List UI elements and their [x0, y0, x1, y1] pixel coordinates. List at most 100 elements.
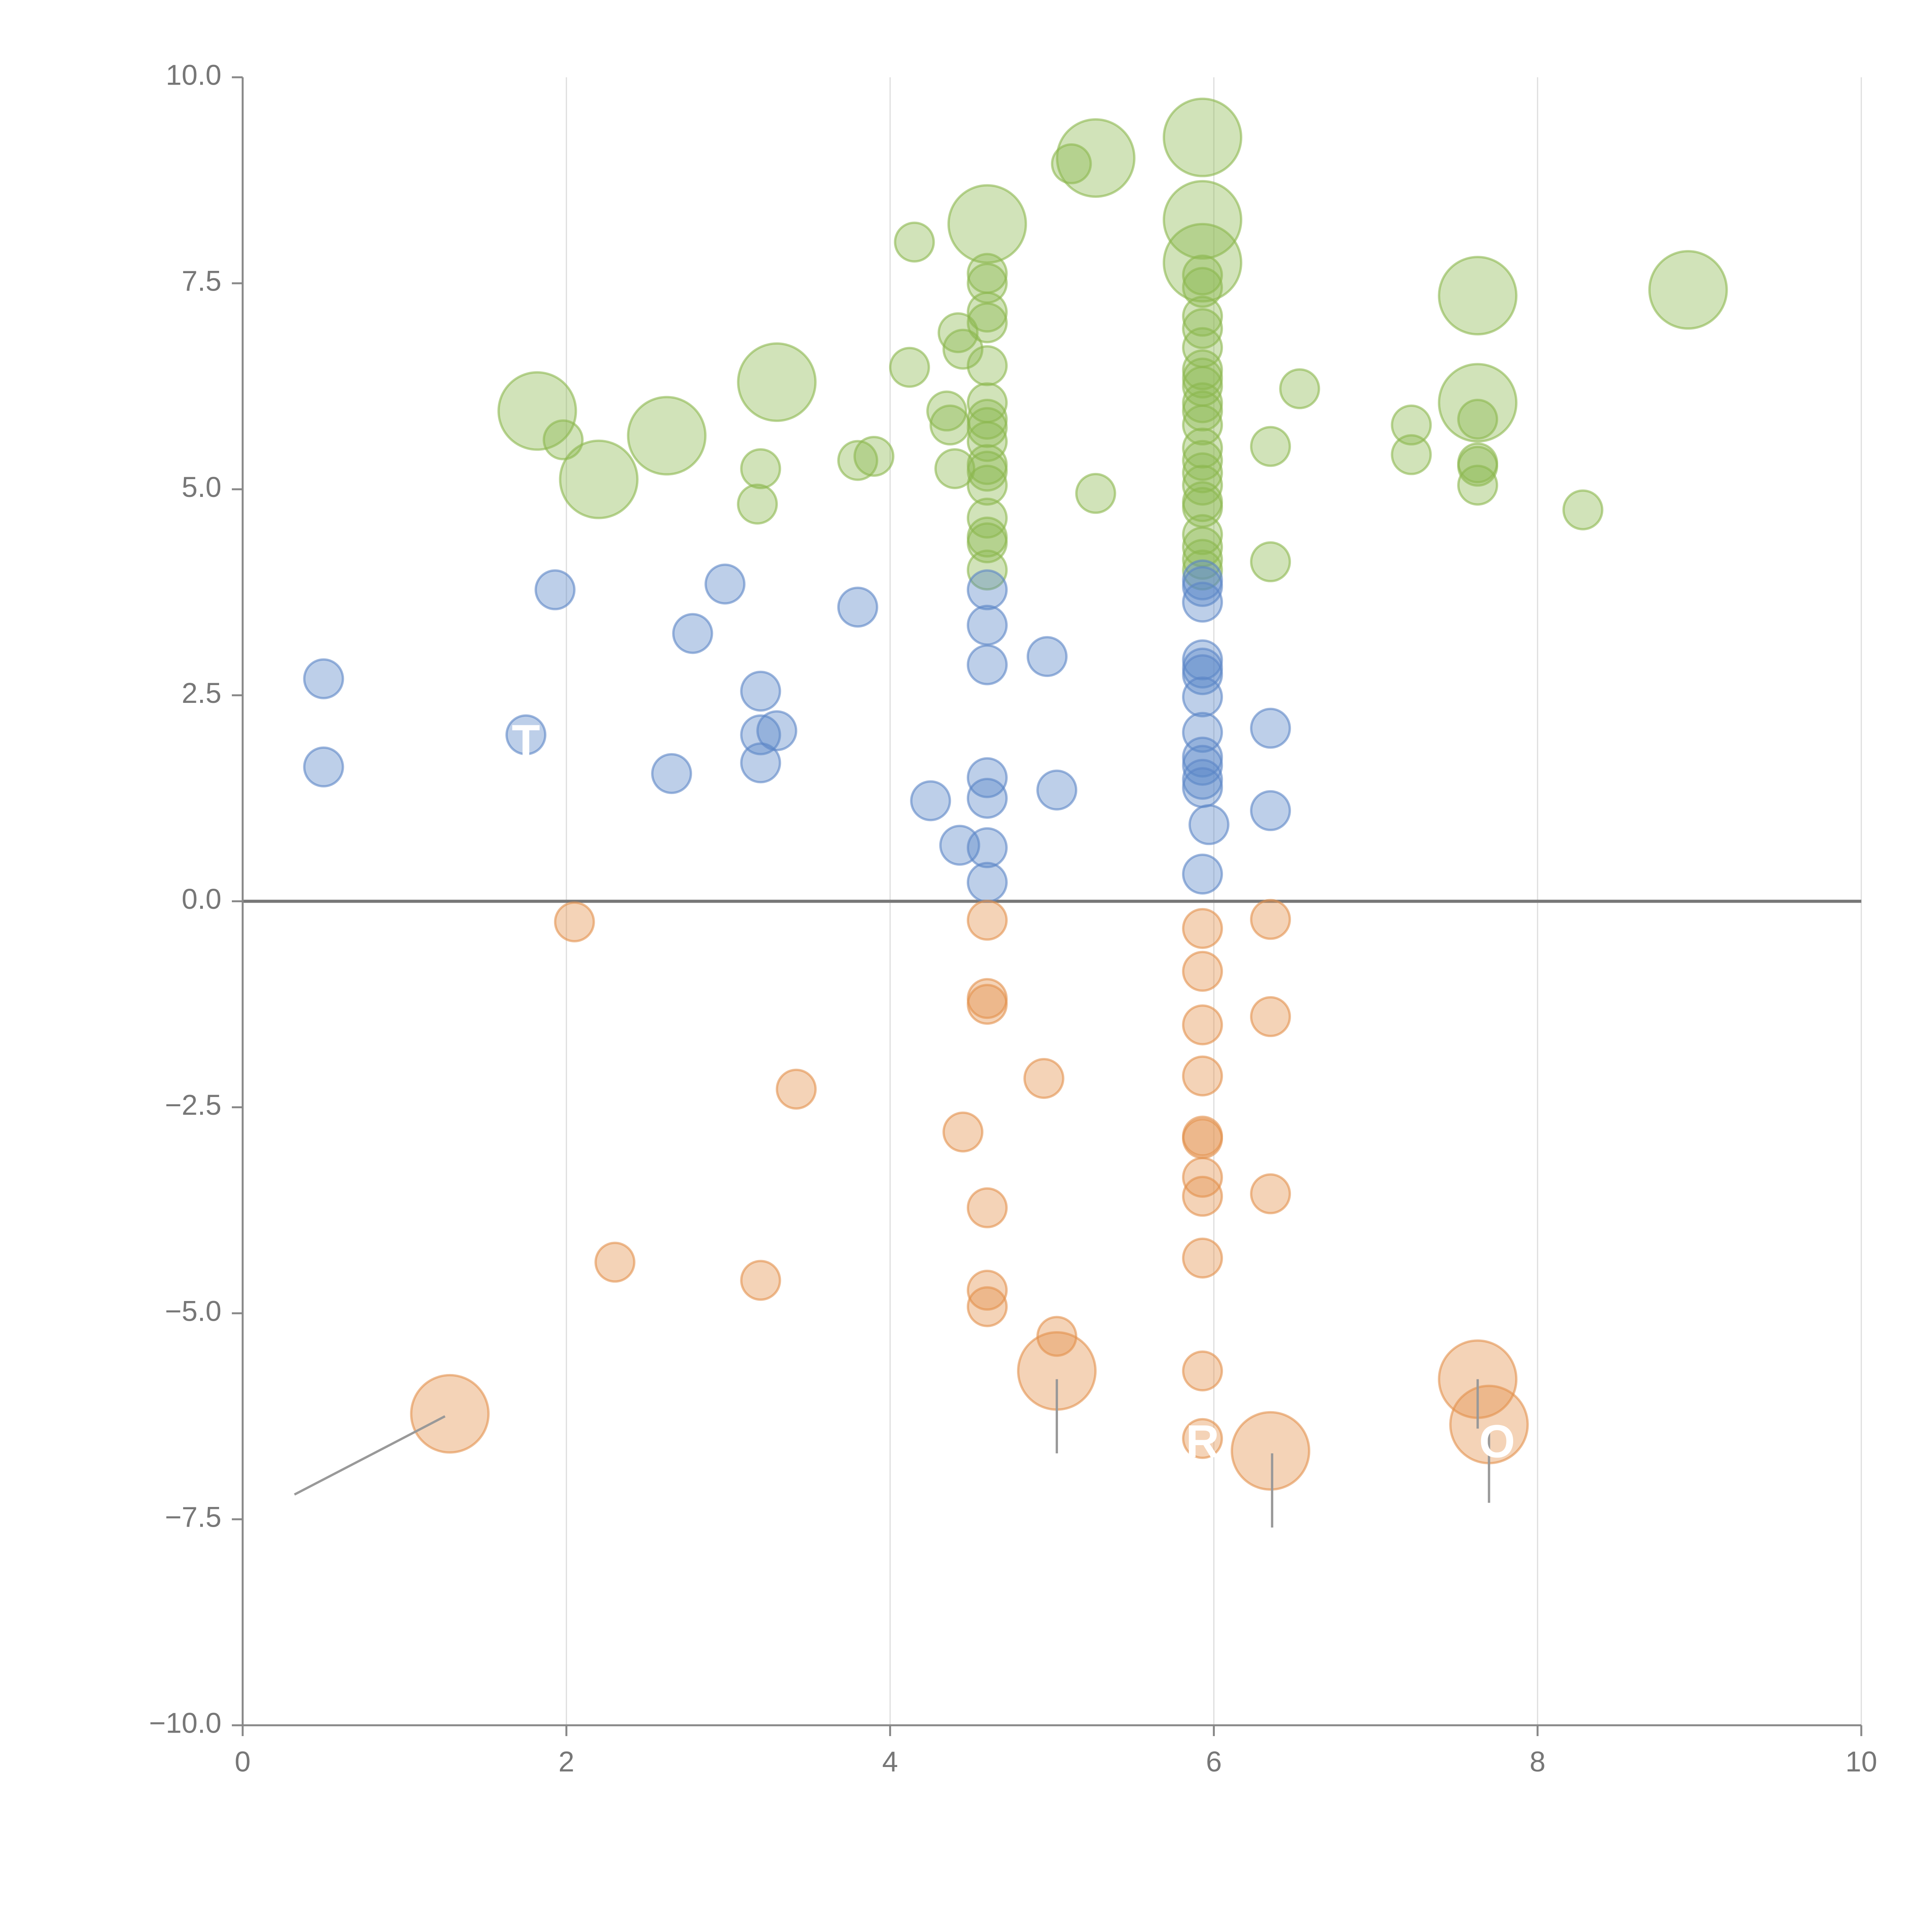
blue-bubble-18	[966, 777, 1008, 819]
green-bubble-24	[966, 407, 1008, 448]
orange-bubble-21	[1182, 1175, 1223, 1217]
orange-bubble-16	[1182, 1004, 1223, 1046]
green-bubble-65	[1438, 256, 1518, 336]
green-bubble-15	[942, 328, 984, 370]
green-bubble-70	[1457, 464, 1498, 506]
blue-bubble-30	[1182, 712, 1223, 753]
orange-bubble-11	[1023, 1058, 1065, 1099]
blue-bubble-22	[1036, 769, 1078, 811]
green-bubble-48	[1182, 390, 1223, 432]
orange-bubble-7	[966, 984, 1008, 1025]
blue-bubble-7	[740, 670, 781, 712]
green-bubble-41	[1182, 296, 1223, 337]
bubble-layer	[303, 97, 1728, 1491]
y-tick-label-7: 7.5	[182, 265, 221, 297]
green-bubble-49	[1182, 404, 1223, 446]
callout-label-2: O	[1479, 1416, 1515, 1468]
green-bubble-36	[1163, 97, 1243, 177]
blue-bubble-20	[966, 862, 1008, 903]
axes	[232, 76, 1862, 1736]
green-bubble-72	[1648, 250, 1728, 330]
green-bubble-56	[1182, 514, 1223, 555]
green-bubble-67	[1457, 398, 1498, 440]
blue-bubble-4	[651, 753, 692, 794]
green-bubble-53	[1182, 464, 1223, 506]
green-bubble-8	[853, 435, 895, 477]
annotation-leader-line-0	[294, 1415, 446, 1496]
x-tick-label-4: 8	[1530, 1746, 1546, 1778]
green-bubble-25	[966, 421, 1008, 462]
y-tick-label-2: −5.0	[165, 1295, 221, 1327]
blue-bubble-1	[303, 746, 344, 787]
orange-bubble-3	[776, 1068, 817, 1110]
green-bubble-4	[740, 448, 781, 489]
blue-bubble-32	[1182, 745, 1223, 786]
orange-bubble-25	[1250, 899, 1291, 940]
blue-bubble-3	[534, 569, 576, 611]
green-bubble-10	[894, 221, 935, 263]
green-bubble-64	[1391, 434, 1432, 475]
orange-bubble-23	[1182, 1350, 1223, 1392]
y-tick-label-1: −7.5	[165, 1501, 221, 1533]
green-bubble-62	[1279, 368, 1320, 410]
blue-bubble-6	[704, 563, 746, 605]
green-bubble-39	[1182, 254, 1223, 296]
x-tick-label-1: 2	[558, 1746, 574, 1778]
green-bubble-2	[559, 439, 639, 519]
green-bubble-20	[966, 302, 1008, 344]
orange-bubble-0	[554, 901, 595, 942]
blue-bubble-2	[505, 714, 547, 755]
blue-bubble-12	[910, 780, 951, 821]
green-bubble-9	[889, 347, 930, 388]
x-tick-label-2: 4	[882, 1746, 898, 1778]
green-bubble-34	[1056, 118, 1136, 198]
blue-bubble-16	[966, 644, 1008, 685]
orange-bubble-14	[1182, 908, 1223, 949]
blue-bubble-38	[1250, 790, 1291, 831]
green-bubble-51	[1182, 440, 1223, 481]
green-bubble-28	[966, 464, 1008, 506]
orange-bubble-8	[966, 1187, 1008, 1228]
x-tick-label-0: 0	[235, 1746, 250, 1778]
orange-bubble-26	[1250, 996, 1291, 1037]
orange-bubble-22	[1182, 1237, 1223, 1279]
green-bubble-3	[627, 396, 707, 476]
blue-bubble-10	[756, 710, 798, 752]
x-tick-label-3: 6	[1206, 1746, 1222, 1778]
orange-bubble-17	[1182, 1055, 1223, 1097]
blue-bubble-25	[1182, 582, 1223, 623]
blue-bubble-24	[1182, 566, 1223, 607]
annotation-layer: T R O	[294, 715, 1515, 1528]
green-bubble-35	[1075, 473, 1116, 514]
blue-bubble-11	[837, 587, 878, 628]
blue-bubble-5	[672, 613, 713, 654]
orange-bubble-31	[410, 1374, 490, 1454]
y-tick-label-6: 5.0	[182, 471, 221, 503]
green-bubble-7	[837, 440, 878, 481]
green-bubble-59	[1182, 549, 1223, 591]
blue-bubble-19	[966, 827, 1008, 868]
x-tick-label-5: 10	[1845, 1746, 1877, 1778]
blue-bubble-37	[1250, 707, 1291, 749]
orange-bubble-2	[740, 1260, 781, 1301]
blue-bubble-14	[966, 569, 1008, 611]
green-bubble-19	[966, 291, 1008, 333]
orange-bubble-4	[942, 1111, 984, 1153]
blue-bubble-15	[966, 605, 1008, 646]
green-bubble-40	[1182, 267, 1223, 308]
orange-bubble-15	[1182, 951, 1223, 992]
y-tick-label-3: −2.5	[165, 1089, 221, 1121]
blue-bubble-17	[966, 757, 1008, 798]
orange-bubble-28	[1231, 1411, 1311, 1491]
y-tick-label-8: 10.0	[166, 59, 221, 91]
y-tick-label-4: 0.0	[182, 883, 221, 915]
blue-bubble-28	[1182, 654, 1223, 696]
blue-bubble-34	[1182, 767, 1223, 808]
green-bubble-12	[929, 404, 971, 446]
green-bubble-71	[1562, 489, 1604, 531]
green-bubble-13	[934, 448, 976, 489]
orange-bubble-9	[966, 1270, 1008, 1311]
orange-bubble-10	[966, 1286, 1008, 1327]
blue-bubble-21	[1026, 636, 1068, 677]
